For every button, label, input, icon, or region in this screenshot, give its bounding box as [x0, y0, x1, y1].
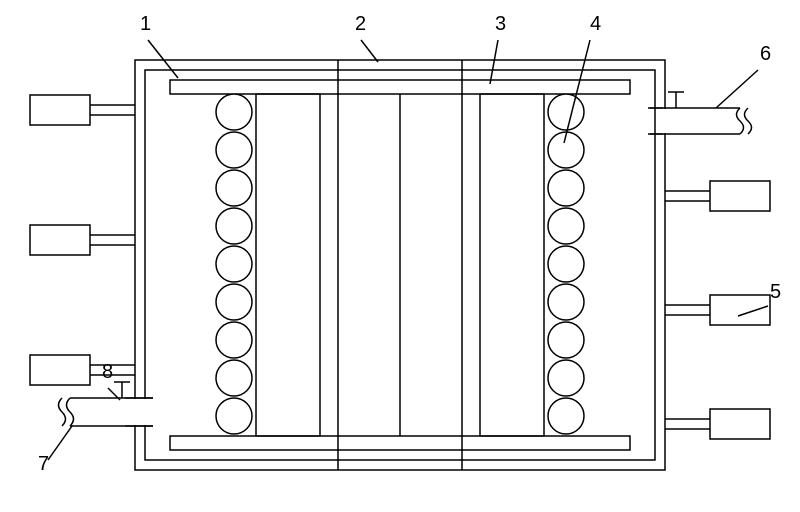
top-rail — [170, 80, 630, 94]
bottom-rail — [170, 436, 630, 450]
label-5: 5 — [770, 281, 781, 303]
left-coil-turn — [216, 246, 252, 282]
right-coil-turn — [548, 360, 584, 396]
left-coil-turn — [216, 360, 252, 396]
terminal-box — [30, 355, 90, 385]
right-coil-turn — [548, 94, 584, 130]
right-coil-turn — [548, 208, 584, 244]
label-8: 8 — [102, 361, 113, 383]
leader-3 — [490, 40, 498, 84]
terminal-box — [710, 409, 770, 439]
right-coil-turn — [548, 284, 584, 320]
left-coil-turn — [216, 322, 252, 358]
left-coil-turn — [216, 170, 252, 206]
leader-5 — [738, 306, 768, 316]
lower-lead-break2 — [59, 398, 66, 426]
right-coil-turn — [548, 398, 584, 434]
label-1: 1 — [140, 13, 151, 35]
leader-7 — [48, 426, 72, 460]
right-coil-turn — [548, 170, 584, 206]
leader-6 — [716, 70, 758, 108]
upper-lead-break2 — [745, 108, 752, 134]
label-3: 3 — [495, 13, 506, 35]
terminal-box — [30, 225, 90, 255]
left-coil-turn — [216, 284, 252, 320]
label-4: 4 — [590, 13, 601, 35]
right-spacer — [480, 94, 544, 436]
terminal-box — [710, 181, 770, 211]
right-coil-turn — [548, 246, 584, 282]
leader-2 — [361, 40, 378, 62]
upper-lead-mask — [663, 109, 677, 133]
right-coil-turn — [548, 322, 584, 358]
left-coil-turn — [216, 398, 252, 434]
leader-1 — [148, 40, 178, 78]
left-coil-turn — [216, 94, 252, 130]
terminal-box — [710, 295, 770, 325]
label-6: 6 — [760, 43, 771, 65]
lower-lead-mask — [125, 399, 147, 425]
left-coil-turn — [216, 132, 252, 168]
upper-lead-break1 — [737, 108, 744, 134]
label-7: 7 — [38, 453, 49, 475]
label-2: 2 — [355, 13, 366, 35]
terminal-box — [30, 95, 90, 125]
lower-lead-break1 — [67, 398, 74, 426]
left-coil-turn — [216, 208, 252, 244]
left-spacer — [256, 94, 320, 436]
